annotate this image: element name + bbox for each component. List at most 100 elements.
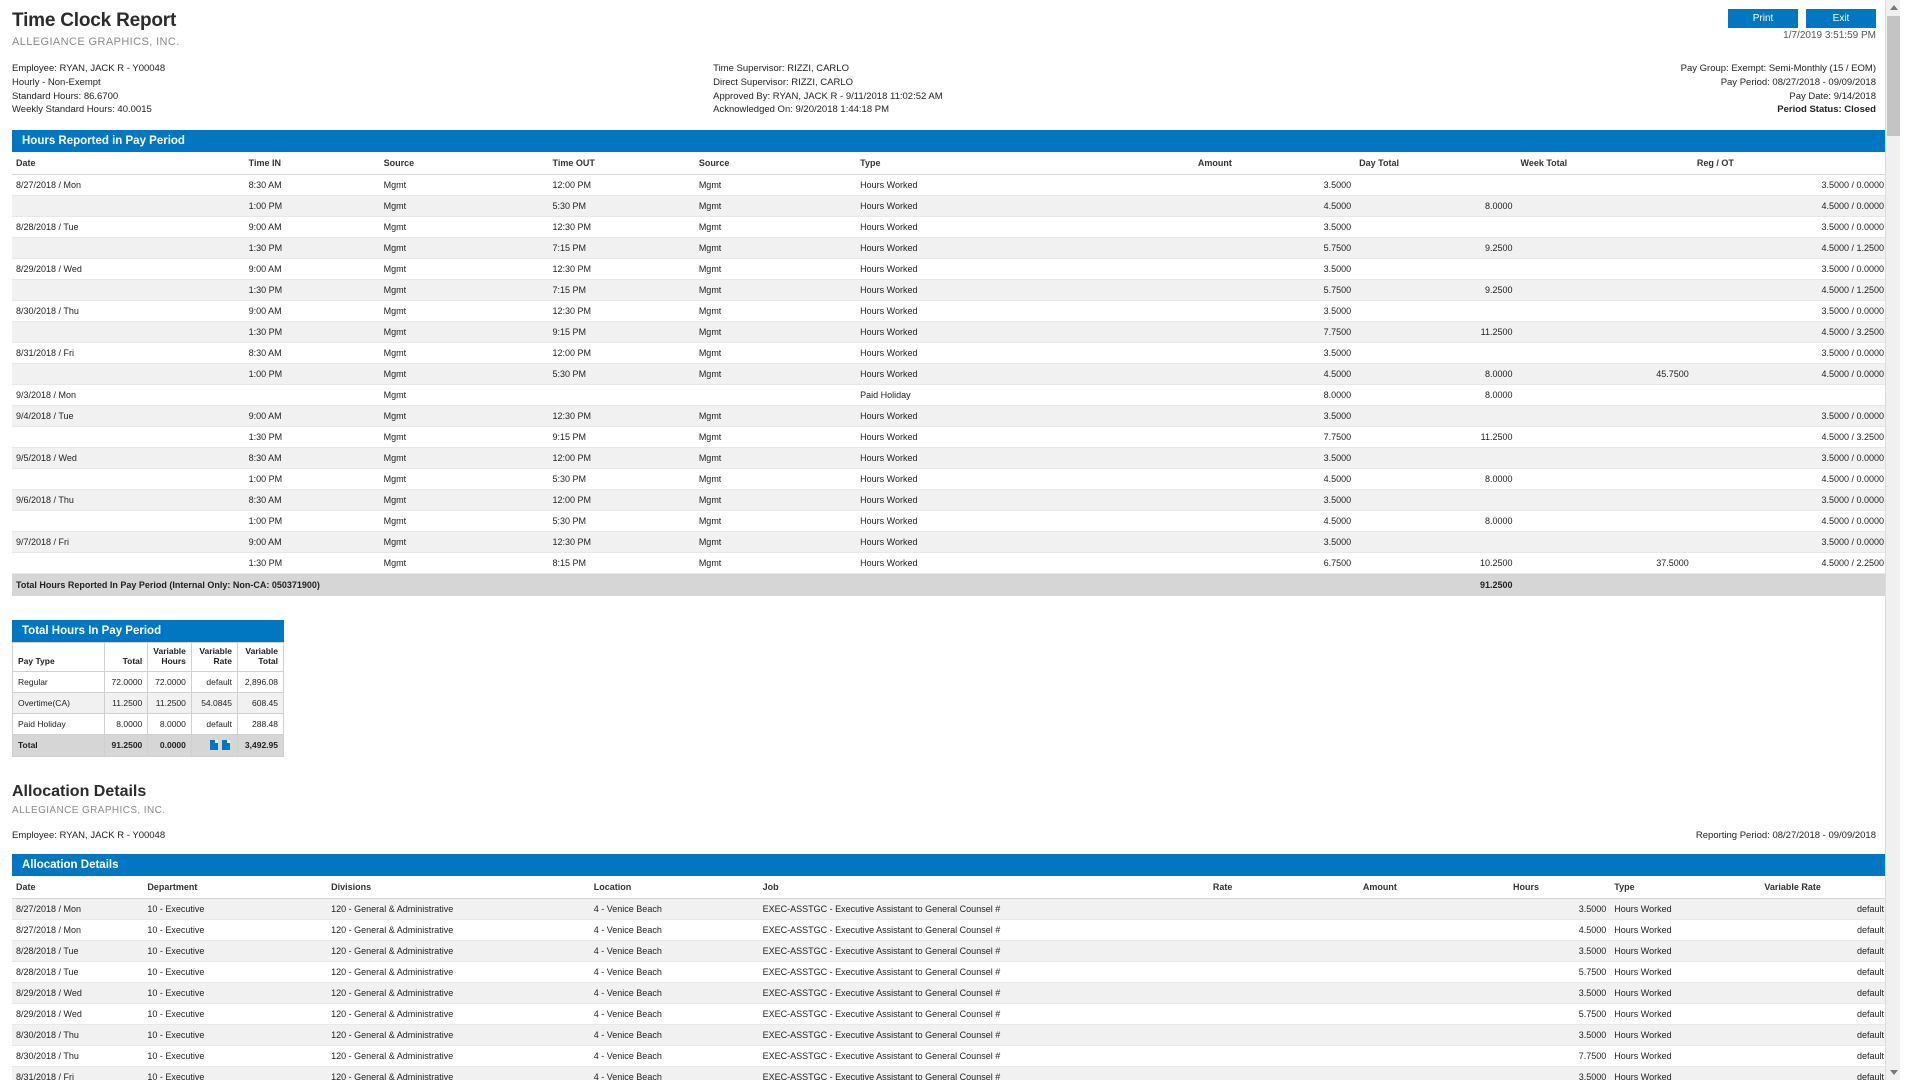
table-row: Paid Holiday 8.0000 8.0000 default 288.48 <box>12 712 285 735</box>
cell-time-in: 1:00 PM <box>244 468 380 491</box>
cell-rate <box>1208 1024 1359 1046</box>
cell-time-out: 9:15 PM <box>548 426 695 449</box>
cell-type: Hours Worked <box>1610 898 1761 920</box>
cell-amount: 7.7500 <box>1193 426 1356 449</box>
alloc-col-amount: Amount <box>1358 875 1509 899</box>
meta-weekly-standard-hours: Weekly Standard Hours: 40.0015 <box>12 104 152 116</box>
cell-variable-rate: default <box>1760 1003 1888 1025</box>
cell-amount: 3.5000 <box>1193 342 1356 365</box>
cell-pay-type: Regular <box>12 670 105 693</box>
allocation-meta: Employee: RYAN, JACK R - Y00048 Reportin… <box>0 816 1900 841</box>
allocation-company: ALLEGIANCE GRAPHICS, INC. <box>12 804 166 816</box>
cell-amount: 3.5000 <box>1193 258 1356 281</box>
exit-button[interactable]: Exit <box>1806 9 1876 28</box>
cell-type: Hours Worked <box>1610 940 1761 962</box>
cell-variable-total: 2,896.08 <box>236 670 285 693</box>
hours-table-header-row: Date Time IN Source Time OUT Source Type… <box>12 152 1888 176</box>
cell-week-total <box>1516 195 1693 218</box>
report-timestamp: 1/7/2019 3:51:59 PM <box>1783 30 1876 41</box>
cell-variable-rate: default <box>190 670 238 693</box>
cell-week-total <box>1516 216 1693 239</box>
cell-rate <box>1208 898 1359 920</box>
vertical-scrollbar[interactable] <box>1885 0 1900 1080</box>
col-reg-ot: Reg / OT <box>1692 152 1888 176</box>
cell-variable-rate: default <box>1760 940 1888 962</box>
cell-rate <box>1208 919 1359 941</box>
cell-department: 10 - Executive <box>143 919 328 941</box>
grand-variable-rate-icons[interactable] <box>190 733 238 757</box>
cell-amount: 6.7500 <box>1193 552 1356 575</box>
totals-table-body: Regular 72.0000 72.0000 default 2,896.08 Over… <box>12 670 285 735</box>
table-row: 8/30/2018 / Thu 10 - Executive 120 - Gener… <box>12 1024 1888 1046</box>
cell-divisions: 120 - General & Administrative <box>327 1045 590 1067</box>
col-date: Date <box>12 152 245 176</box>
cell-variable-rate: default <box>1760 1024 1888 1046</box>
cell-time-in: 1:30 PM <box>244 279 380 302</box>
cell-job: EXEC-ASSTGC - Executive Assistant to Gen… <box>758 982 1209 1004</box>
cell-time-out: 12:30 PM <box>548 300 695 323</box>
cell-reg-ot: 4.5000 / 0.0000 <box>1692 510 1888 533</box>
cell-week-total <box>1516 258 1693 281</box>
cell-time-out: 9:15 PM <box>548 321 695 344</box>
cell-source-out: Mgmt <box>694 510 857 533</box>
cell-date: 8/27/2018 / Mon <box>12 174 245 197</box>
cell-department: 10 - Executive <box>143 1066 328 1080</box>
cell-rate <box>1208 940 1359 962</box>
cell-time-out: 12:30 PM <box>548 216 695 239</box>
cell-source-in: Mgmt <box>379 384 549 407</box>
cell-day-total: 8.0000 <box>1355 384 1517 407</box>
cell-time-out: 5:30 PM <box>548 510 695 533</box>
cell-date: 9/3/2018 / Mon <box>12 384 245 407</box>
cell-job: EXEC-ASSTGC - Executive Assistant to Gen… <box>758 1066 1209 1080</box>
cell-date: 8/30/2018 / Thu <box>12 1045 144 1067</box>
cell-source-out: Mgmt <box>694 258 857 281</box>
table-row: 8/30/2018 / Thu 10 - Executive 120 - Gener… <box>12 1045 1888 1067</box>
cell-time-out: 5:30 PM <box>548 195 695 218</box>
col-variable-total: Variable Total <box>236 642 285 672</box>
cell-date: 8/31/2018 / Fri <box>12 342 245 365</box>
export-excel-icon[interactable] <box>209 739 218 750</box>
alloc-col-rate: Rate <box>1208 875 1359 899</box>
cell-job: EXEC-ASSTGC - Executive Assistant to Gen… <box>758 1045 1209 1067</box>
allocation-title: Allocation Details <box>12 782 147 800</box>
col-source-in: Source <box>379 152 549 176</box>
grand-variable-hours: 0.0000 <box>147 733 192 757</box>
col-type: Type <box>856 152 1194 176</box>
scroll-up-arrow-icon[interactable] <box>1886 0 1900 15</box>
cell-source-out: Mgmt <box>694 174 857 197</box>
cell-type: Hours Worked <box>856 489 1194 512</box>
cell-source-out: Mgmt <box>694 468 857 491</box>
cell-source-in: Mgmt <box>379 405 549 428</box>
cell-source-in: Mgmt <box>379 531 549 554</box>
cell-type: Hours Worked <box>1610 1066 1761 1080</box>
print-button[interactable]: Print <box>1728 9 1798 28</box>
cell-date: 8/28/2018 / Tue <box>12 216 245 239</box>
scroll-down-arrow-icon[interactable] <box>1886 1065 1900 1080</box>
cell-amount: 4.5000 <box>1193 510 1356 533</box>
cell-type: Hours Worked <box>1610 961 1761 983</box>
cell-day-total: 9.2500 <box>1355 279 1517 302</box>
cell-variable-rate: default <box>1760 961 1888 983</box>
cell-rate <box>1208 1003 1359 1025</box>
cell-date: 9/5/2018 / Wed <box>12 447 245 470</box>
cell-department: 10 - Executive <box>143 982 328 1004</box>
scrollbar-thumb[interactable] <box>1887 16 1900 136</box>
cell-time-in: 1:00 PM <box>244 363 380 386</box>
cell-hours: 5.7500 <box>1509 1003 1611 1025</box>
cell-time-out: 5:30 PM <box>548 363 695 386</box>
allocation-employee: Employee: RYAN, JACK R - Y00048 <box>12 829 166 841</box>
export-pdf-icon[interactable] <box>221 739 230 750</box>
cell-divisions: 120 - General & Administrative <box>327 961 590 983</box>
cell-date: 8/29/2018 / Wed <box>12 258 245 281</box>
cell-amount: 4.5000 <box>1193 195 1356 218</box>
cell-source-in: Mgmt <box>379 174 549 197</box>
cell-day-total <box>1355 216 1517 239</box>
cell-time-in: 8:30 AM <box>244 489 380 512</box>
cell-divisions: 120 - General & Administrative <box>327 1003 590 1025</box>
cell-source-out: Mgmt <box>694 195 857 218</box>
cell-hours: 5.7500 <box>1509 961 1611 983</box>
cell-variable-rate: default <box>190 712 238 735</box>
cell-source-in: Mgmt <box>379 258 549 281</box>
meta-pay-period: Pay Period: 08/27/2018 - 09/09/2018 <box>1720 76 1876 88</box>
cell-variable-hours: 72.0000 <box>147 670 192 693</box>
